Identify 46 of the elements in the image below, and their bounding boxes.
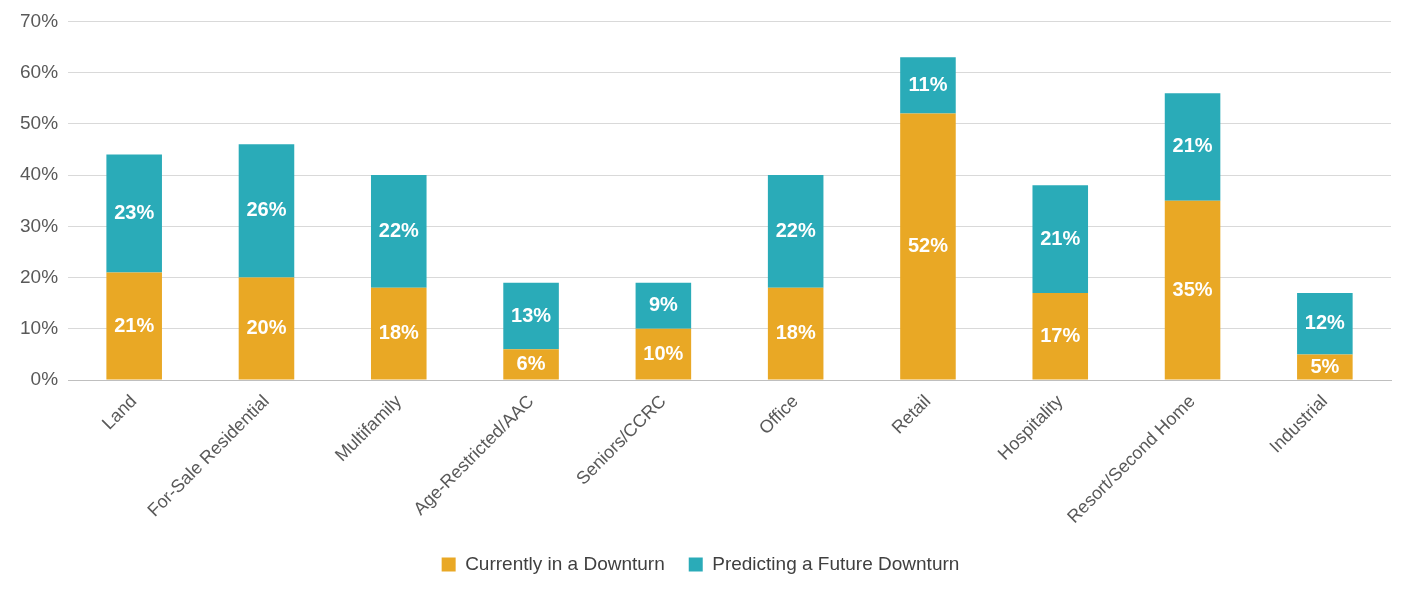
data-label: 13% [511, 303, 552, 326]
data-label: 11% [908, 72, 948, 95]
data-label: 22% [378, 218, 419, 241]
data-label: 35% [1172, 277, 1213, 300]
y-tick-label: 50% [20, 112, 59, 134]
data-label: 52% [907, 234, 949, 257]
legend-label: Predicting a Future Downturn [712, 552, 960, 574]
bar [1297, 292, 1353, 355]
bar [1032, 185, 1089, 293]
y-tick-label: 20% [20, 265, 59, 287]
bar [238, 277, 295, 380]
data-label: 20% [246, 316, 287, 339]
bar [1032, 292, 1089, 380]
data-label: 22% [775, 218, 816, 241]
bar [503, 282, 559, 350]
bar [106, 154, 162, 273]
bar [106, 272, 162, 380]
data-label: 21% [1040, 226, 1081, 249]
y-tick-label: 40% [20, 163, 59, 185]
data-label: 9% [648, 293, 679, 316]
data-label: 21% [114, 313, 155, 336]
bar [767, 287, 824, 380]
data-label: 10% [643, 341, 684, 364]
y-tick-label: 30% [20, 214, 59, 236]
data-label: 5% [1310, 354, 1340, 377]
data-label: 18% [775, 321, 816, 344]
bar [900, 113, 956, 380]
data-label: 12% [1304, 311, 1346, 334]
bar [1164, 200, 1221, 380]
legend-label: Currently in a Downturn [465, 552, 665, 574]
data-label: 6% [516, 351, 546, 374]
bar [767, 175, 824, 288]
bar [900, 57, 956, 114]
data-label: 18% [378, 321, 419, 344]
bar [370, 175, 427, 288]
bar [370, 287, 427, 380]
y-tick-label: 60% [20, 60, 59, 82]
y-tick-label: 0% [30, 368, 59, 390]
data-label: 23% [114, 201, 155, 224]
data-label: 17% [1040, 323, 1081, 346]
bar [1164, 93, 1221, 201]
y-tick-label: 70% [20, 9, 59, 31]
y-tick-label: 10% [20, 317, 59, 339]
bar [238, 144, 295, 278]
data-label: 21% [1172, 134, 1213, 157]
data-label: 26% [246, 198, 287, 221]
